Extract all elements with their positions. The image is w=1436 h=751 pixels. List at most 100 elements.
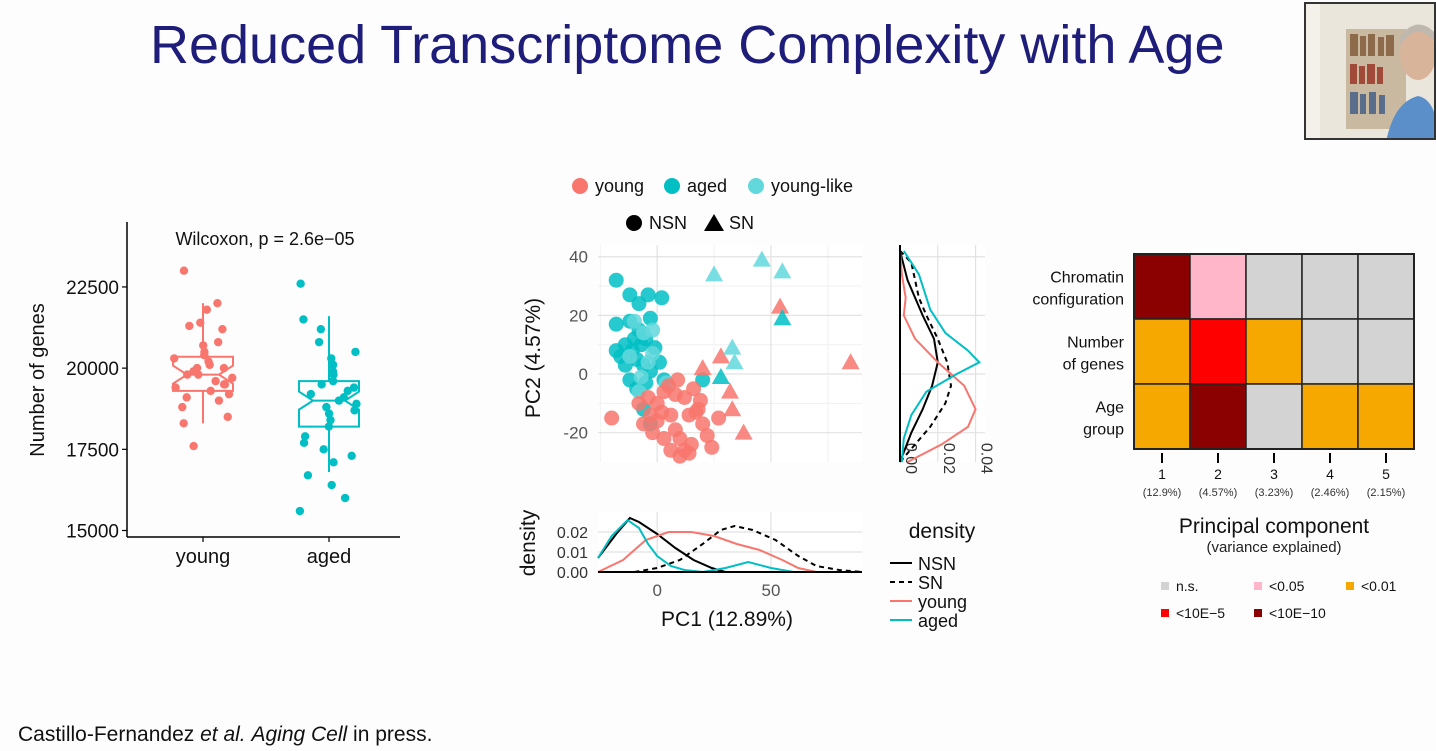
y-tick-label: 0.02 xyxy=(557,525,588,542)
row-label: configuration xyxy=(1032,292,1124,309)
legend-label: young xyxy=(918,592,967,612)
x-tick-label: 0.00 xyxy=(902,443,919,474)
webcam-thumbnail xyxy=(1304,2,1436,140)
x-tick-label: 0.02 xyxy=(940,443,957,474)
data-point-young xyxy=(656,431,672,447)
legend-swatch xyxy=(664,178,680,194)
citation: Castillo-Fernandez et al. Aging Cell in … xyxy=(18,723,432,747)
data-point xyxy=(169,354,179,363)
density-line-young xyxy=(597,531,817,573)
data-point xyxy=(306,389,316,399)
y-axis-label: Number of genes xyxy=(27,303,49,456)
density-line-SN xyxy=(899,250,953,463)
heatmap-cell xyxy=(1245,318,1303,385)
column-sublabel: (3.23%) xyxy=(1255,487,1294,499)
y-tick-label: 17500 xyxy=(66,440,119,461)
data-point-young xyxy=(667,387,683,403)
data-point-young xyxy=(711,347,730,364)
legend-swatch xyxy=(1346,582,1354,590)
pc1-density-panel: 0.00 0.01 0.02 0 50 density PC1 (12.89%) xyxy=(517,509,863,631)
data-point-aged xyxy=(608,316,624,332)
legend-swatch xyxy=(1161,582,1169,590)
data-point xyxy=(224,389,234,399)
legend-label: young xyxy=(595,176,644,196)
y-tick-label: 0.00 xyxy=(557,565,588,582)
heatmap-cell xyxy=(1301,383,1359,450)
data-point-young-like xyxy=(622,348,638,364)
webcam-image xyxy=(1306,4,1434,138)
density-line-young xyxy=(899,250,977,463)
boxplot-panel: 15000 17500 20000 22500 Wilcoxon, p = 2.6e−0… xyxy=(27,222,400,568)
data-point-young xyxy=(695,416,711,432)
data-point xyxy=(300,432,310,441)
heatmap-cell xyxy=(1301,318,1359,385)
data-point xyxy=(185,321,194,331)
heatmap-cell xyxy=(1245,383,1303,450)
y-tick-label: 20 xyxy=(569,306,588,325)
legend-swatch xyxy=(1254,609,1262,617)
column-label: 2 xyxy=(1214,466,1222,482)
y-tick-label: 40 xyxy=(569,248,588,267)
y-axis-label: density xyxy=(517,509,540,576)
x-axis-sublabel: (variance explained) xyxy=(1206,539,1341,556)
heatmap-cell xyxy=(1133,253,1191,320)
y-tick-label: -20 xyxy=(563,424,588,443)
heatmap-cell xyxy=(1245,253,1303,320)
data-point-aged xyxy=(711,367,730,384)
data-point xyxy=(303,471,313,480)
data-point xyxy=(228,373,237,383)
data-point xyxy=(183,370,192,379)
notched-box xyxy=(298,380,360,428)
data-point xyxy=(295,506,305,516)
legend-label: SN xyxy=(729,213,754,233)
data-point-young xyxy=(734,423,753,440)
x-tick-label: young xyxy=(176,546,231,568)
legend-label: aged xyxy=(918,611,958,631)
data-point xyxy=(322,402,331,412)
density-line-aged xyxy=(597,518,794,574)
data-point-young xyxy=(693,359,712,376)
legend-label: <0.01 xyxy=(1361,578,1397,594)
data-point xyxy=(327,354,336,363)
legend-swatch xyxy=(1161,609,1169,617)
data-point xyxy=(202,305,212,314)
data-point-young xyxy=(645,425,661,441)
data-point xyxy=(340,493,350,503)
column-sublabel: (4.57%) xyxy=(1199,487,1238,499)
data-point xyxy=(314,337,324,347)
density-line-aged xyxy=(900,250,981,463)
y-tick-label: 0 xyxy=(579,365,588,384)
data-point xyxy=(351,347,360,357)
legend-swatch xyxy=(626,215,642,231)
data-point-young xyxy=(670,372,686,388)
legend-label: <10E−5 xyxy=(1176,605,1225,621)
data-point xyxy=(206,386,215,396)
data-point xyxy=(219,380,229,389)
data-point xyxy=(214,396,224,405)
data-point xyxy=(223,412,232,422)
data-point-young-like xyxy=(626,313,642,329)
x-tick-label: aged xyxy=(307,546,352,568)
data-point xyxy=(317,380,326,389)
row-label: Chromatin xyxy=(1050,270,1124,287)
x-axis-label: Principal component xyxy=(1179,515,1369,538)
data-point xyxy=(324,422,334,431)
data-point-aged xyxy=(640,287,656,303)
data-point-young xyxy=(771,297,790,314)
data-point-young-like xyxy=(723,338,742,355)
heatmap-cell xyxy=(1189,253,1247,320)
row-label: Age xyxy=(1096,400,1125,417)
data-point xyxy=(179,266,189,275)
data-point xyxy=(200,350,209,360)
data-point xyxy=(347,451,356,461)
citation-journal: Aging Cell xyxy=(251,723,348,746)
data-point xyxy=(352,399,361,409)
data-point-young xyxy=(686,381,702,397)
heatmap-cell xyxy=(1189,318,1247,385)
heatmap-panel: Chromatin configuration Number of genes Age g… xyxy=(1032,253,1415,621)
legend-label: NSN xyxy=(649,213,687,233)
data-point-young xyxy=(721,382,739,399)
data-point xyxy=(218,324,227,334)
density-line-NSN xyxy=(899,250,939,463)
